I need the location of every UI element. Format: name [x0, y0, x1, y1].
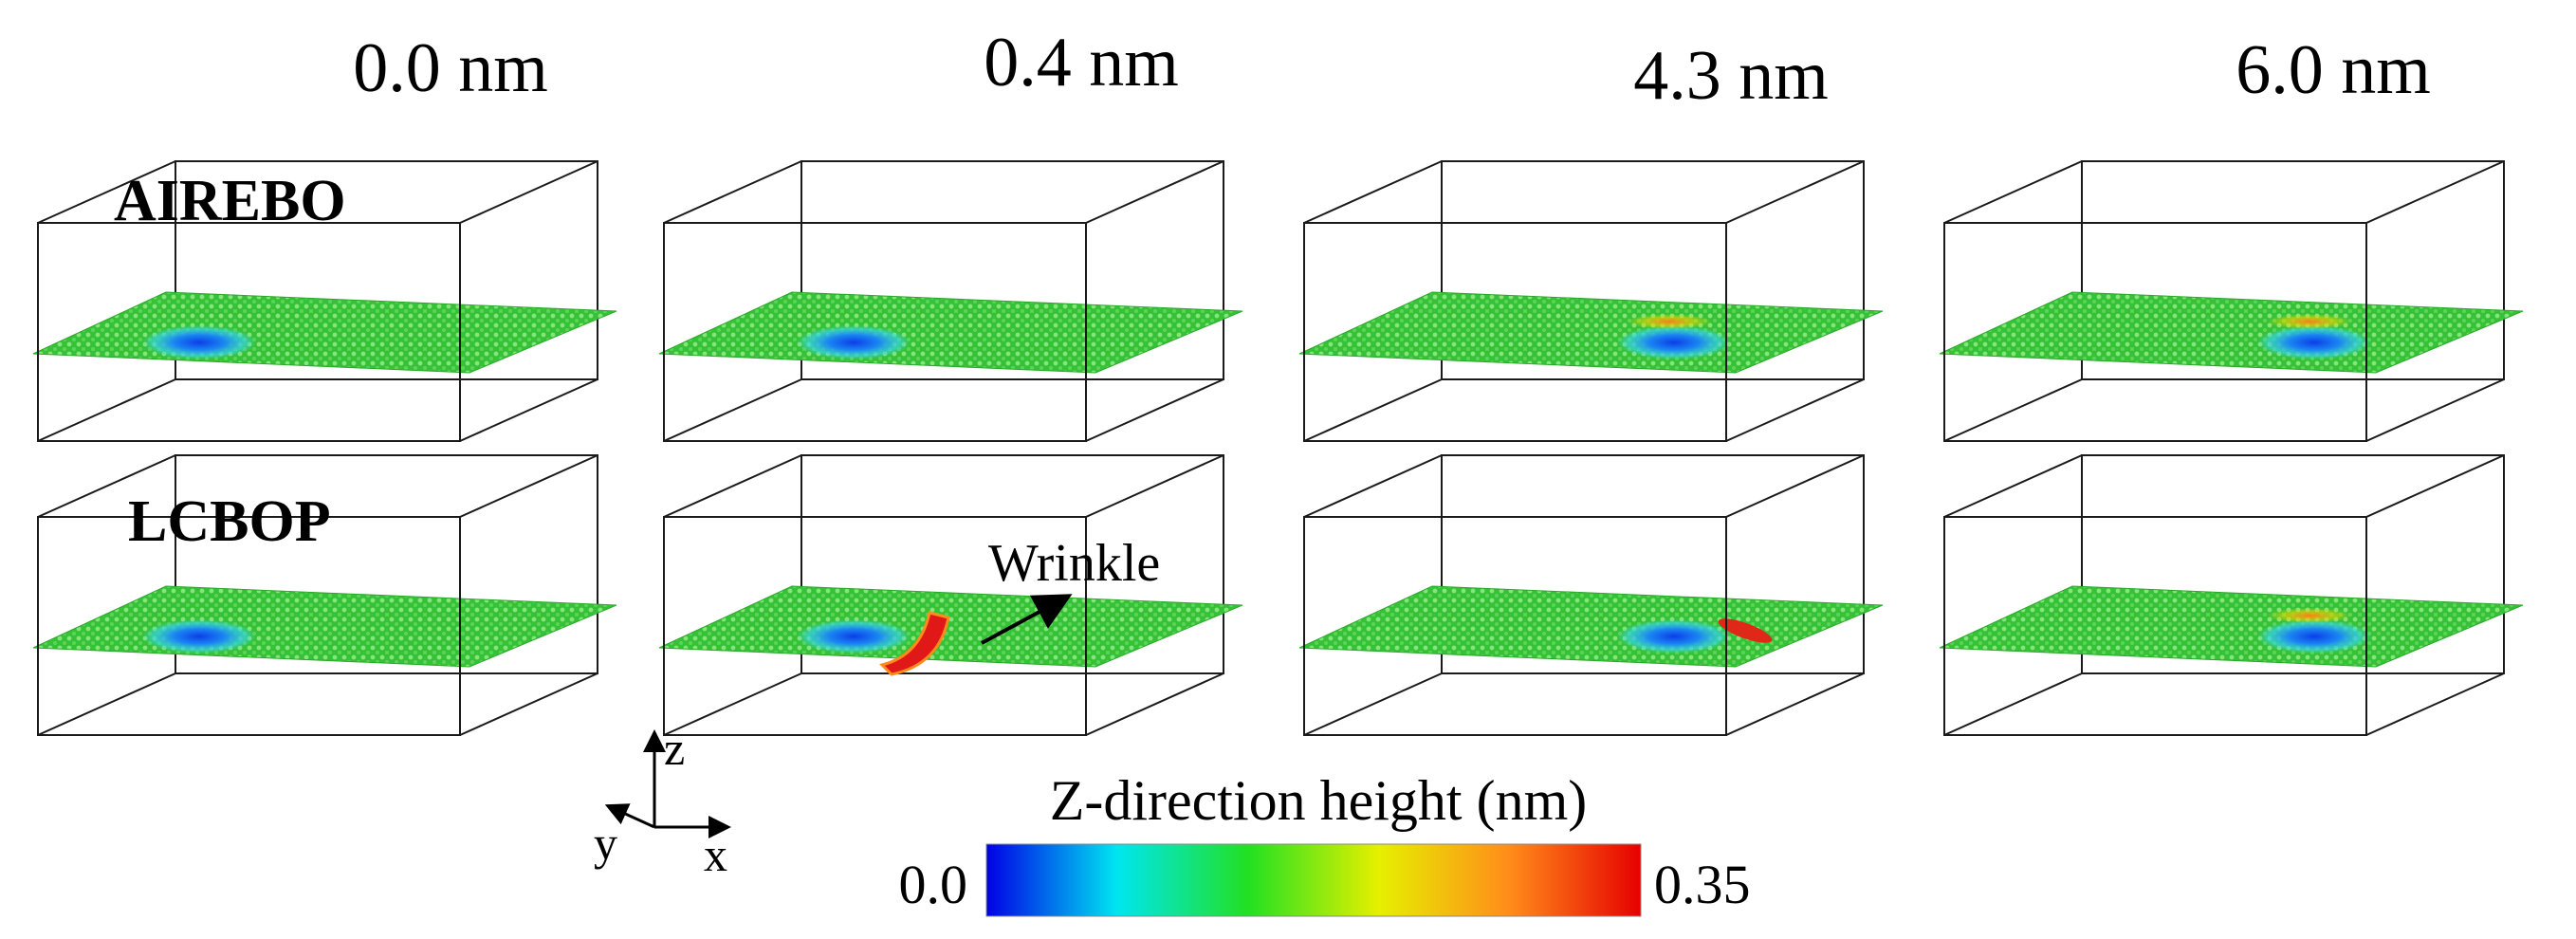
box-front-edges: [37, 454, 598, 736]
graphene-sheet: [658, 585, 1243, 668]
warm-ridge: [1627, 314, 1712, 329]
height-dip: [797, 619, 911, 654]
colorbar-max-label: 0.35: [1654, 854, 1751, 915]
y-axis-label: y: [594, 817, 617, 870]
height-dip: [797, 325, 911, 359]
panel-r1-c2: [1298, 454, 1884, 736]
wrinkle-annotation-label: Wrinkle: [988, 534, 1160, 593]
y-axis-arrow: [604, 803, 655, 829]
height-dip: [2257, 619, 2371, 654]
panel-r0-c2: [1298, 160, 1884, 442]
panel-r1-c1: [658, 454, 1243, 736]
height-dip: [1617, 325, 1731, 359]
graphene-sheet: [658, 291, 1243, 374]
wrinkle-arrow: [981, 594, 1073, 645]
graphene-sheet: [32, 291, 617, 374]
simulation-panels: [32, 160, 2524, 736]
graphene-sheet: [1298, 291, 1884, 374]
colorbar-title: Z-direction height (nm): [1050, 769, 1587, 832]
height-dip: [142, 619, 256, 654]
panel-r0-c3: [1939, 160, 2524, 442]
box-front-edges: [1303, 160, 1865, 442]
graphene-sheet: [1939, 585, 2524, 668]
row-label-lcbop: LCBOP: [128, 489, 331, 554]
box-front-edges: [663, 454, 1224, 736]
row-label-airebo: AIREBO: [114, 169, 346, 233]
z-axis-label: z: [664, 722, 685, 775]
wrinkle-ridge: [879, 611, 950, 676]
box-front-edges: [1943, 454, 2505, 736]
box-front-edges: [663, 160, 1224, 442]
x-axis-label: x: [704, 828, 727, 881]
graphene-sheet: [32, 585, 617, 668]
column-label-0: 0.0 nm: [353, 29, 548, 107]
graphene-sheet: [1298, 585, 1884, 668]
panel-r1-c3: [1939, 454, 2524, 736]
height-dip: [2257, 325, 2371, 359]
colorbar-min-label: 0.0: [899, 854, 968, 915]
warm-ridge: [2267, 608, 2352, 623]
column-label-3: 6.0 nm: [2236, 31, 2431, 109]
box-front-edges: [1303, 454, 1865, 736]
coordinate-axes: z y x: [594, 722, 731, 881]
panel-r0-c0: [32, 160, 617, 442]
column-label-2: 4.3 nm: [1633, 37, 1829, 115]
warm-ridge: [2267, 314, 2352, 329]
box-front-edges: [37, 160, 598, 442]
column-label-1: 0.4 nm: [984, 24, 1179, 101]
graphene-sheet: [1939, 291, 2524, 374]
box-front-edges: [1943, 160, 2505, 442]
panel-r1-c0: [32, 454, 617, 736]
panel-r0-c1: [658, 160, 1243, 442]
colorbar-gradient: [985, 843, 1642, 917]
height-dip: [142, 325, 256, 359]
red-streak: [1718, 618, 1773, 643]
height-dip: [1617, 619, 1731, 654]
